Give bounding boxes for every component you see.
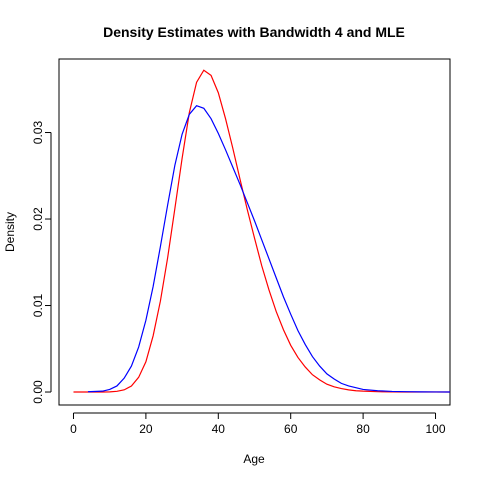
- y-tick-label: 0.01: [31, 294, 45, 318]
- series-line-1: [73, 69, 450, 393]
- x-axis-label: Age: [243, 452, 265, 466]
- x-tick-label: 20: [139, 422, 153, 436]
- y-tick-label: 0.02: [31, 207, 45, 231]
- x-tick-label: 60: [284, 422, 298, 436]
- y-tick-label: 0.03: [31, 121, 45, 145]
- x-tick-label: 100: [426, 422, 446, 436]
- y-tick-label: 0.00: [31, 380, 45, 404]
- x-axis: 0 20 40 60 80 100: [70, 412, 446, 436]
- chart-title: Density Estimates with Bandwidth 4 and M…: [103, 24, 405, 40]
- y-axis-label: Density: [3, 212, 17, 252]
- y-axis: 0.00 0.01 0.02 0.03: [31, 121, 52, 404]
- series-layer: [73, 69, 451, 393]
- x-tick-label: 80: [356, 422, 370, 436]
- series-line-2: [87, 105, 451, 393]
- plot-frame: [58, 58, 451, 406]
- x-tick-label: 0: [70, 422, 77, 436]
- x-tick-label: 40: [212, 422, 226, 436]
